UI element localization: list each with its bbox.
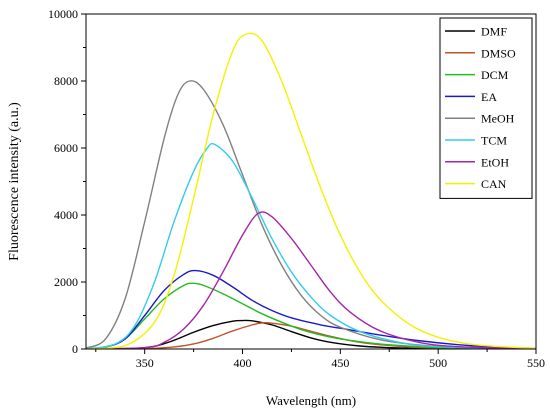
- legend-label-ea: EA: [481, 90, 497, 104]
- x-tick-label: 450: [331, 356, 349, 370]
- legend-label-dmso: DMSO: [481, 46, 516, 60]
- series-line-dcm: [86, 282, 536, 349]
- legend-label-dmf: DMF: [481, 25, 507, 39]
- x-tick-label: 400: [234, 356, 252, 370]
- plot-area: [86, 32, 536, 349]
- series-line-can: [86, 32, 536, 349]
- series-line-tcm: [86, 142, 536, 349]
- axes-layer: 350 400 450 500 550 0 2000 4000 6000 8000 10000: [48, 7, 545, 370]
- x-tick-label: 550: [527, 356, 545, 370]
- x-tick-label: 350: [136, 356, 154, 370]
- y-tick-label: 4000: [54, 208, 78, 222]
- y-tick-label: 0: [72, 342, 78, 356]
- series-line-ea: [86, 269, 536, 349]
- legend-box: [439, 17, 533, 199]
- series-line-etoh: [86, 211, 536, 349]
- y-axis-label: Fluorescence intensity (a.u.): [7, 102, 22, 261]
- legend: DMF DMSO DCM EA MeOH TCM EtOH CAN: [439, 17, 533, 199]
- legend-label-tcm: TCM: [481, 134, 507, 148]
- y-tick-label: 10000: [48, 7, 78, 21]
- series-layer: [86, 32, 536, 349]
- legend-label-etoh: EtOH: [481, 155, 509, 169]
- y-tick-label: 2000: [54, 275, 78, 289]
- legend-label-dcm: DCM: [481, 68, 509, 82]
- y-tick-label: 6000: [54, 141, 78, 155]
- legend-label-meoh: MeOH: [481, 112, 515, 126]
- x-axis-label: Wavelength (nm): [266, 393, 356, 408]
- legend-label-can: CAN: [481, 177, 507, 191]
- y-tick-label: 8000: [54, 74, 78, 88]
- x-tick-label: 500: [429, 356, 447, 370]
- series-line-meoh: [86, 80, 536, 349]
